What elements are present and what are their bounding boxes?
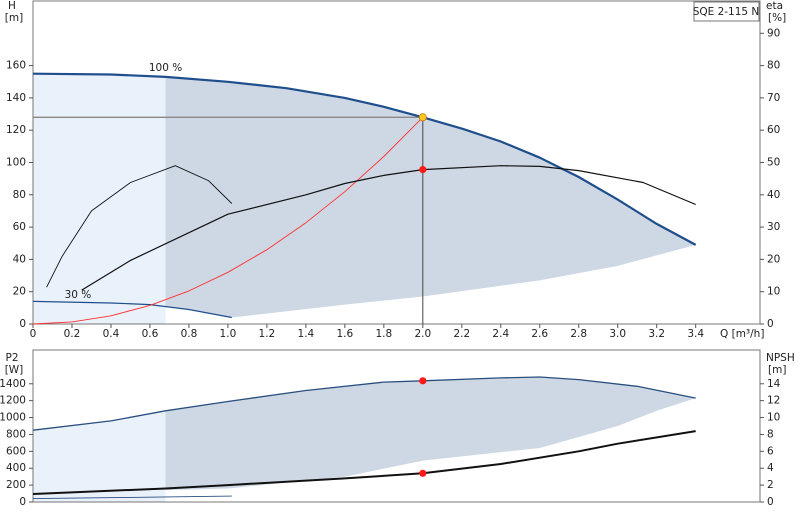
curve (32, 116, 424, 325)
low-speed-area (33, 73, 166, 324)
y-tick-label: 800 (6, 428, 26, 440)
y-tick-label: 140 (6, 92, 26, 104)
x-tick-label: 0 (30, 328, 37, 340)
y-tick-label: 0 (19, 318, 26, 330)
low-speed-area (33, 410, 166, 502)
x-axis-title: Q [m³/h] (720, 328, 764, 340)
curve (32, 300, 232, 319)
curve (32, 495, 232, 500)
x-tick-label: 1.0 (220, 328, 237, 340)
y-tick-label: 0 (19, 496, 26, 508)
y2-tick-label: 12 (767, 395, 780, 407)
x-tick-label: 0.8 (181, 328, 198, 340)
duty-point (419, 377, 427, 385)
y2-tick-label: 10 (767, 412, 780, 424)
x-tick-label: 2.8 (570, 328, 587, 340)
y-tick-label: 40 (13, 253, 26, 265)
y-tick-label: 1400 (0, 378, 26, 390)
y-axis-unit: [W] (5, 364, 24, 376)
x-tick-label: 2.0 (414, 328, 431, 340)
y-tick-label: 80 (13, 189, 26, 201)
duty-point (418, 113, 427, 122)
y-tick-label: 1200 (0, 395, 26, 407)
y-axis-title: H (8, 0, 16, 12)
plot-frame (32, 349, 761, 503)
y-tick-label: 1000 (0, 412, 26, 424)
y2-axis-title: NPSH (766, 352, 795, 364)
curve (32, 376, 696, 431)
y2-tick-label: 30 (767, 221, 780, 233)
x-tick-label: 1.6 (336, 328, 353, 340)
y-tick-label: 20 (13, 286, 26, 298)
x-tick-label: 0.4 (103, 328, 120, 340)
y-tick-label: 400 (6, 462, 26, 474)
y2-tick-label: 6 (767, 445, 774, 457)
y2-tick-label: 10 (767, 286, 780, 298)
y2-tick-label: 8 (767, 428, 774, 440)
curve-label: 30 % (65, 289, 92, 301)
x-tick-label: 0.6 (142, 328, 159, 340)
x-tick-label: 2.4 (492, 328, 509, 340)
y2-tick-label: 60 (767, 124, 780, 136)
x-tick-label: 2.6 (531, 328, 548, 340)
x-tick-label: 3.2 (648, 328, 665, 340)
x-tick-label: 3.4 (687, 328, 704, 340)
x-tick-label: 2.2 (453, 328, 470, 340)
y-tick-label: 100 (6, 157, 26, 169)
duty-point (419, 469, 427, 477)
y2-tick-label: 14 (767, 378, 781, 390)
y-axis-unit: [m] (5, 12, 23, 24)
y-tick-label: 120 (6, 124, 26, 136)
y2-tick-label: 90 (767, 27, 780, 39)
y2-tick-label: 50 (767, 157, 780, 169)
y-axis-title: P2 (5, 352, 18, 364)
x-tick-label: 1.8 (375, 328, 392, 340)
x-tick-label: 1.4 (298, 328, 315, 340)
x-tick-label: 3.0 (609, 328, 626, 340)
curve (46, 165, 233, 288)
y2-axis-unit: [m] (768, 364, 786, 376)
y-tick-label: 60 (13, 221, 26, 233)
y-tick-label: 200 (6, 479, 26, 491)
y2-tick-label: 40 (767, 189, 780, 201)
title-box (693, 1, 760, 22)
x-tick-label: 0.2 (64, 328, 81, 340)
y2-axis-title: eta (766, 0, 783, 12)
y-tick-label: 600 (6, 445, 26, 457)
curve (81, 165, 696, 291)
operating-area (165, 76, 696, 318)
y2-tick-label: 80 (767, 60, 780, 72)
y2-tick-label: 0 (767, 318, 774, 330)
y-tick-label: 160 (6, 60, 26, 72)
duty-point (419, 166, 427, 174)
operating-area (165, 377, 696, 491)
chart-title: SQE 2-115 N (693, 6, 760, 18)
curve-label: 100 % (149, 62, 182, 74)
x-tick-label: 1.2 (259, 328, 276, 340)
y2-tick-label: 70 (767, 92, 780, 104)
y2-axis-unit: [%] (768, 12, 786, 24)
y2-tick-label: 0 (767, 496, 774, 508)
y2-tick-label: 20 (767, 253, 780, 265)
y2-tick-label: 4 (767, 462, 774, 474)
y2-tick-label: 2 (767, 479, 774, 491)
